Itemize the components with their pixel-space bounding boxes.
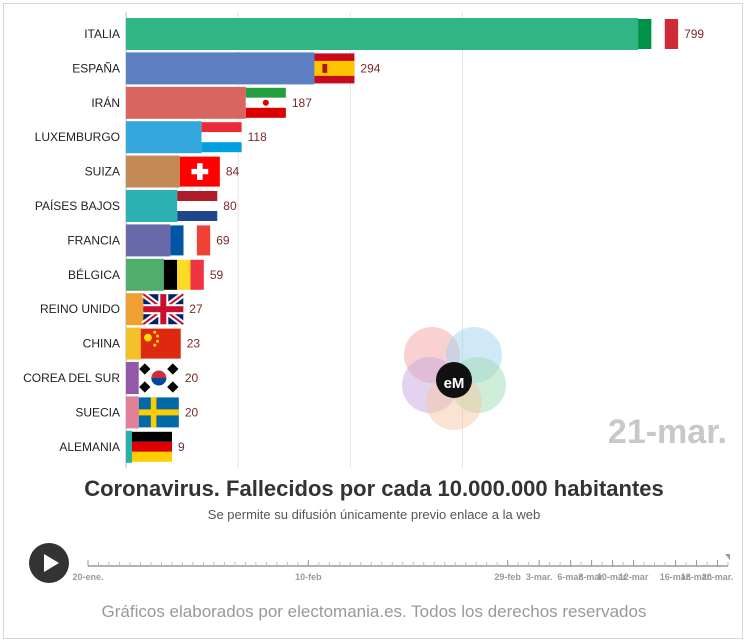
bar-row: BÉLGICA 59 bbox=[68, 258, 224, 291]
category-label: PAÍSES BAJOS bbox=[35, 198, 120, 213]
switzerland-flag-icon bbox=[179, 156, 220, 187]
bar-row: FRANCIA 69 bbox=[67, 224, 230, 257]
timeline-label: 10-mar. bbox=[597, 572, 629, 582]
uk-flag-icon bbox=[141, 291, 186, 327]
electomania-logo: eM bbox=[402, 327, 506, 430]
timeline-label: 29-feb bbox=[494, 572, 521, 582]
bar bbox=[126, 18, 639, 50]
bar bbox=[126, 224, 171, 257]
value-label: 9 bbox=[178, 440, 185, 454]
timeline-label: 6-mar. bbox=[557, 572, 584, 582]
china-flag-icon bbox=[140, 328, 181, 359]
date-label: 21-mar. bbox=[608, 413, 727, 451]
sweden-flag-icon bbox=[138, 397, 179, 428]
timeline-label: 12-mar bbox=[619, 572, 649, 582]
luxembourg-flag-icon bbox=[201, 122, 242, 153]
bar bbox=[126, 86, 246, 119]
play-button[interactable] bbox=[29, 543, 69, 583]
timeline-slider[interactable]: 20-ene. 10-feb 29-feb 3-mar. 6-mar.8-mar.10-… bbox=[0, 540, 748, 585]
value-label: 294 bbox=[360, 61, 380, 75]
timeline-label: 16-mar. bbox=[660, 572, 692, 582]
category-label: ESPAÑA bbox=[72, 61, 120, 75]
logo-text: eM bbox=[444, 375, 465, 392]
category-label: REINO UNIDO bbox=[40, 302, 120, 316]
france-flag-icon bbox=[170, 225, 211, 256]
chart-title: Coronavirus. Fallecidos por cada 10.000.… bbox=[84, 476, 664, 501]
bar-row: ESPAÑA 294 bbox=[72, 52, 381, 85]
netherlands-flag-icon bbox=[177, 191, 218, 221]
value-label: 187 bbox=[292, 96, 312, 110]
bar bbox=[126, 362, 139, 394]
value-label: 84 bbox=[226, 165, 240, 179]
value-label: 20 bbox=[185, 371, 199, 385]
timeline-label: 20-ene. bbox=[72, 572, 103, 582]
bar bbox=[126, 258, 164, 291]
timeline-label: 10-feb bbox=[295, 572, 322, 582]
south-korea-flag-icon bbox=[138, 363, 179, 393]
bar-row: LUXEMBURGO 118 bbox=[35, 121, 267, 154]
bar-row: COREA DEL SUR 20 bbox=[23, 362, 198, 394]
category-label: SUECIA bbox=[75, 405, 120, 419]
value-label: 118 bbox=[248, 130, 267, 144]
category-label: IRÁN bbox=[91, 95, 120, 110]
bar bbox=[126, 327, 141, 360]
value-label: 23 bbox=[187, 337, 201, 351]
bar-row: ITALIA 799 bbox=[84, 18, 704, 50]
bar bbox=[126, 293, 144, 326]
value-label: 20 bbox=[185, 405, 199, 419]
timeline-label: 20-mar. bbox=[702, 572, 734, 582]
value-label: 59 bbox=[210, 268, 224, 282]
category-label: BÉLGICA bbox=[68, 267, 120, 282]
category-label: FRANCIA bbox=[67, 233, 120, 247]
timeline-label: 3-mar. bbox=[526, 572, 553, 582]
category-label: LUXEMBURGO bbox=[35, 130, 120, 144]
value-label: 80 bbox=[223, 199, 237, 213]
iran-flag-icon bbox=[245, 87, 286, 118]
belgium-flag-icon bbox=[163, 259, 204, 290]
footer-credit: Gráficos elaborados por electomania.es. … bbox=[101, 602, 647, 621]
bar bbox=[126, 121, 202, 154]
bar-chart: eM ITALIA 799 ESPAÑA 294 IRÁN 187 LUXEMBURGO 11… bbox=[23, 12, 727, 468]
bar bbox=[126, 396, 139, 429]
timeline-label: 18-mar. bbox=[681, 572, 713, 582]
value-label: 27 bbox=[189, 302, 203, 316]
spain-flag-icon bbox=[314, 53, 355, 84]
category-label: ITALIA bbox=[84, 27, 120, 41]
bar-row: SUECIA 20 bbox=[75, 396, 199, 429]
timeline-label: 8-mar. bbox=[578, 572, 605, 582]
bar bbox=[126, 430, 132, 463]
category-label: COREA DEL SUR bbox=[23, 371, 120, 385]
bar-row: CHINA 23 bbox=[83, 327, 201, 360]
bar bbox=[126, 190, 178, 222]
value-label: 799 bbox=[684, 27, 704, 41]
bar-row: REINO UNIDO 27 bbox=[40, 291, 203, 327]
bar-row: IRÁN 187 bbox=[91, 86, 312, 119]
chart-subtitle: Se permite su difusión únicamente previo… bbox=[207, 507, 541, 522]
value-label: 69 bbox=[216, 233, 230, 247]
italy-flag-icon bbox=[638, 19, 679, 49]
bar bbox=[126, 155, 180, 188]
category-label: ALEMANIA bbox=[59, 440, 120, 454]
chart-frame bbox=[3, 3, 743, 639]
bar bbox=[126, 52, 315, 85]
timeline-handle[interactable] bbox=[725, 554, 730, 560]
germany-flag-icon bbox=[132, 431, 172, 462]
bar-row: PAÍSES BAJOS 80 bbox=[35, 190, 237, 222]
bar-row: ALEMANIA 9 bbox=[59, 430, 185, 463]
category-label: CHINA bbox=[83, 337, 120, 351]
category-label: SUIZA bbox=[85, 165, 120, 179]
bar-row: SUIZA 84 bbox=[85, 155, 240, 188]
